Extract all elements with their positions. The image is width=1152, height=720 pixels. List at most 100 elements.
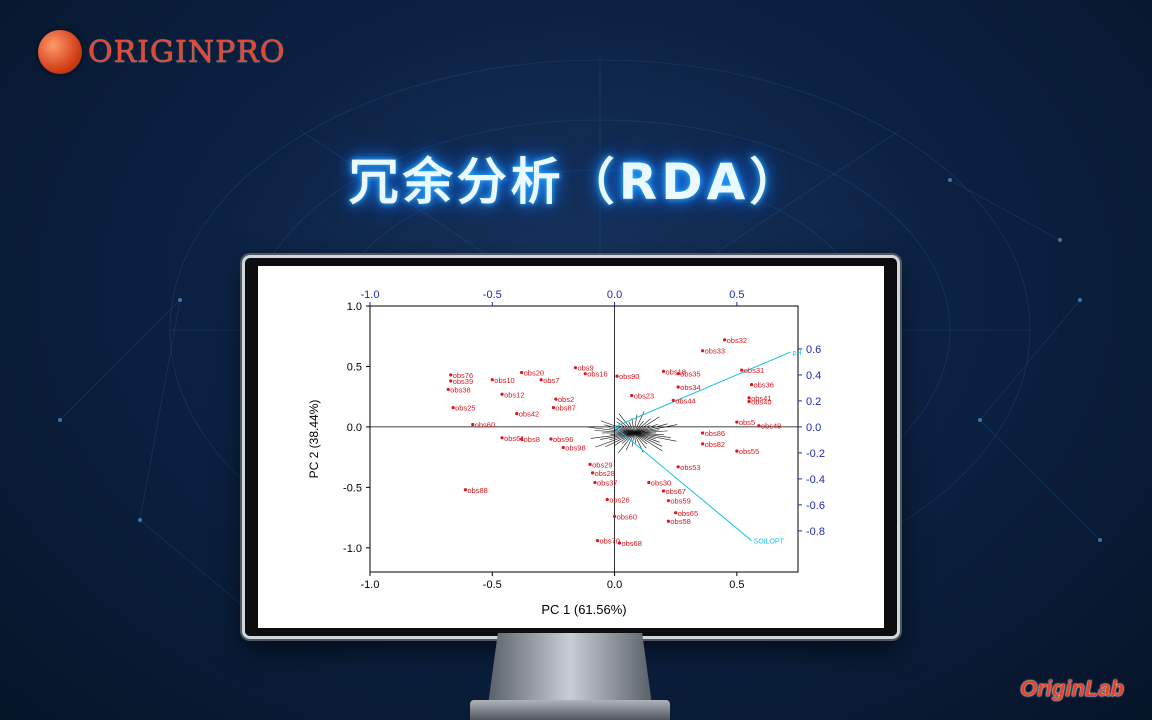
observation-point (647, 480, 651, 485)
originpro-logo-icon (38, 30, 82, 74)
observation-label: obs9 (577, 364, 593, 373)
observation-label: obs90 (619, 372, 639, 381)
observation-label: obs36 (754, 381, 774, 390)
species-vector (614, 432, 635, 446)
species-vector (634, 432, 664, 436)
originpro-logo-text: ORIGINPRO (88, 34, 286, 70)
originpro-logo: ORIGINPRO (38, 30, 285, 74)
observation-label: obs20 (524, 369, 544, 378)
species-vector (633, 432, 648, 445)
observation-label: obs32 (727, 336, 747, 345)
species-vector (616, 417, 635, 434)
observation-label: obs31 (744, 366, 764, 375)
observation-point (666, 519, 670, 523)
species-vector (634, 423, 659, 434)
observation-point (735, 449, 739, 453)
observation-label: obs76 (453, 371, 473, 380)
observation-point (573, 366, 578, 370)
observation-label: obs59 (670, 497, 690, 506)
species-vector (633, 432, 647, 449)
x-axis-title: PC 1 (61.56%) (541, 602, 626, 617)
species-vector (605, 432, 635, 448)
observation-point (747, 396, 751, 400)
observation-label: obs26 (609, 495, 629, 504)
loading-label: pH (793, 350, 802, 357)
observation-point (747, 399, 751, 404)
species-vector (600, 432, 635, 440)
observation-point (490, 378, 494, 382)
x-tick-label: 0.5 (729, 579, 744, 591)
observation-point (735, 420, 739, 424)
originlab-logo: OriginLab (1020, 676, 1124, 701)
observation-label: obs60 (475, 420, 495, 429)
observation-point (515, 412, 519, 416)
observation-label: obs40 (751, 398, 771, 407)
observation-label: obs39 (453, 377, 473, 386)
observation-label: obs35 (680, 370, 700, 379)
observation-label: obs70 (599, 537, 619, 546)
loading-vector (614, 351, 791, 428)
observation-label: obs65 (678, 509, 698, 518)
observation-label: obs53 (680, 463, 700, 472)
species-vector (631, 418, 635, 433)
observation-label: obs44 (675, 396, 695, 405)
observation-point (588, 462, 592, 466)
species-vector (618, 413, 635, 434)
species-vector (633, 418, 651, 434)
observation-label: obs41 (751, 394, 771, 403)
species-vector (634, 432, 660, 443)
observation-label: obs5 (739, 418, 755, 427)
observation-point (740, 368, 744, 372)
species-vector (631, 432, 635, 447)
observation-point (520, 370, 524, 375)
monitor-screen: -1.0 -0.5 0.0 0.5 -1.0 -0.5 0.0 0.5 1.0 -1.0 -0.5 0… (258, 266, 884, 628)
observation-label: obs34 (680, 383, 700, 392)
observation-label: obs37 (597, 479, 617, 488)
observation-label: obs8 (524, 435, 540, 444)
observation-point (630, 393, 634, 398)
species-vector (634, 432, 677, 442)
observation-point (549, 437, 553, 441)
species-vector (625, 432, 635, 451)
observation-label: obs30 (651, 479, 671, 488)
observation-label: obs42 (519, 410, 539, 419)
y-tick-label: 0.5 (347, 361, 362, 373)
y-tick-label: 1.0 (347, 301, 362, 313)
observation-label: obs49 (761, 422, 781, 431)
species-vector (616, 421, 635, 434)
y-axis-title: PC 2 (38.44%) (307, 400, 321, 479)
observation-label: obs67 (665, 487, 685, 496)
observation-point (471, 422, 475, 427)
x-tick-label: 0.0 (607, 579, 622, 591)
observation-point (554, 397, 558, 401)
observation-point (595, 538, 600, 543)
species-vector (633, 420, 644, 434)
y-tick-label: -0.5 (343, 482, 362, 494)
observation-label: obs88 (467, 486, 487, 495)
x-tick-label: -0.5 (483, 579, 502, 591)
top-tick-label: -1.0 (361, 289, 380, 301)
observation-label: obs60 (617, 512, 637, 521)
observation-point (449, 379, 453, 383)
observation-label: obs2 (558, 395, 574, 404)
observation-point (451, 405, 455, 410)
right-tick-label: 0.0 (806, 422, 821, 434)
loading-label: SOILOPT (754, 539, 785, 546)
observation-label: obs16 (587, 370, 607, 379)
right-tick-label: -0.8 (806, 526, 825, 538)
observation-point (583, 372, 587, 376)
species-vector (634, 430, 668, 434)
observation-point (615, 374, 619, 378)
species-vector (633, 432, 663, 452)
observation-label: obs25 (455, 404, 475, 413)
top-tick-label: -0.5 (483, 289, 502, 301)
species-vector (590, 432, 635, 439)
species-vector (594, 430, 635, 434)
observation-point (701, 431, 705, 435)
observation-label: obs82 (705, 440, 725, 449)
observation-point (676, 385, 680, 389)
species-vector (609, 427, 635, 434)
observation-label: obs55 (739, 447, 759, 456)
observation-point (561, 445, 565, 450)
observation-label: obs28 (595, 469, 615, 478)
